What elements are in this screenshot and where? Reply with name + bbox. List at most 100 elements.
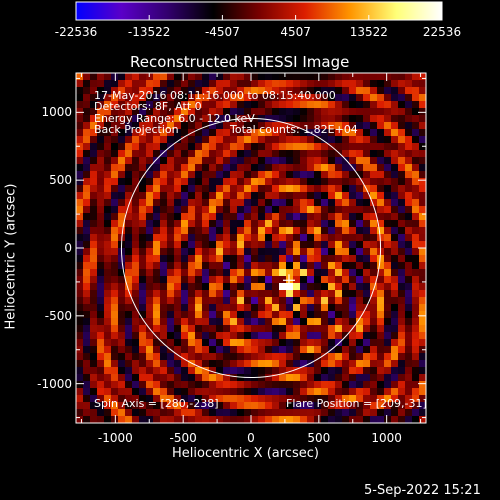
- heatmap-cell: [153, 227, 161, 235]
- heatmap-cell: [90, 360, 98, 368]
- heatmap-cell: [300, 185, 308, 193]
- heatmap-cell: [342, 143, 350, 151]
- heatmap-cell: [328, 255, 336, 263]
- colorbar-frame: [75, 1, 443, 21]
- heatmap-cell: [398, 101, 406, 109]
- heatmap-cell: [195, 171, 203, 179]
- heatmap-cell: [230, 346, 238, 354]
- heatmap-cell: [167, 388, 175, 396]
- heatmap-cell: [139, 192, 147, 200]
- heatmap-cell: [209, 213, 217, 221]
- heatmap-cell: [412, 157, 420, 165]
- heatmap-cell: [195, 122, 203, 130]
- heatmap-cell: [356, 185, 364, 193]
- heatmap-cell: [223, 94, 231, 102]
- heatmap-cell: [398, 416, 406, 423]
- heatmap-cell: [118, 157, 126, 165]
- heatmap-cell: [356, 269, 364, 277]
- heatmap-cell: [384, 402, 392, 410]
- heatmap-cell: [391, 213, 399, 221]
- heatmap-cell: [314, 409, 322, 417]
- heatmap-cell: [272, 353, 280, 361]
- heatmap-cell: [97, 73, 105, 81]
- heatmap-cell: [76, 94, 84, 102]
- heatmap-cell: [139, 318, 147, 326]
- heatmap-cell: [188, 220, 196, 228]
- heatmap-cell: [160, 108, 168, 116]
- heatmap-cell: [160, 80, 168, 88]
- heatmap-cell: [279, 80, 287, 88]
- heatmap-cell: [139, 353, 147, 361]
- heatmap-cell: [328, 178, 336, 186]
- heatmap-cell: [139, 220, 147, 228]
- heatmap-cell: [146, 213, 154, 221]
- heatmap-cell: [202, 290, 210, 298]
- heatmap-cell: [391, 262, 399, 270]
- heatmap-cell: [195, 353, 203, 361]
- heatmap-cell: [209, 185, 217, 193]
- heatmap-cell: [139, 290, 147, 298]
- heatmap-cell: [391, 206, 399, 214]
- heatmap-cell: [230, 388, 238, 396]
- heatmap-cell: [132, 199, 140, 207]
- heatmap-cell: [307, 248, 315, 256]
- heatmap-cell: [111, 374, 119, 382]
- heatmap-cell: [398, 395, 406, 403]
- heatmap-cell: [384, 206, 392, 214]
- heatmap-cell: [398, 206, 406, 214]
- heatmap-cell: [370, 157, 378, 165]
- heatmap-cell: [314, 192, 322, 200]
- heatmap-cell: [76, 206, 84, 214]
- heatmap-cell: [195, 136, 203, 144]
- heatmap-cell: [384, 164, 392, 172]
- heatmap-cell: [181, 353, 189, 361]
- heatmap-cell: [321, 283, 329, 291]
- heatmap-cell: [181, 101, 189, 109]
- heatmap-cell: [384, 234, 392, 242]
- heatmap-cell: [405, 416, 413, 423]
- heatmap-cell: [195, 262, 203, 270]
- heatmap-cell: [405, 374, 413, 382]
- heatmap-cell: [160, 290, 168, 298]
- heatmap-cell: [377, 101, 385, 109]
- heatmap-cell: [237, 332, 245, 340]
- heatmap-cell: [293, 122, 301, 130]
- heatmap-cell: [419, 269, 426, 277]
- heatmap-cell: [349, 353, 357, 361]
- heatmap-cell: [307, 87, 315, 95]
- heatmap-cell: [223, 367, 231, 375]
- heatmap-cell: [405, 199, 413, 207]
- heatmap-cell: [370, 416, 378, 423]
- heatmap-cell: [209, 129, 217, 137]
- heatmap-cell: [111, 339, 119, 347]
- heatmap-cell: [139, 416, 147, 423]
- heatmap-cell: [321, 262, 329, 270]
- heatmap-cell: [307, 73, 315, 81]
- heatmap-cell: [195, 157, 203, 165]
- heatmap-cell: [321, 206, 329, 214]
- heatmap-cell: [97, 157, 105, 165]
- heatmap-cell: [356, 360, 364, 368]
- heatmap-cell: [97, 353, 105, 361]
- heatmap-cell: [272, 157, 280, 165]
- heatmap-cell: [419, 402, 426, 410]
- heatmap-cell: [195, 206, 203, 214]
- heatmap-cell: [244, 332, 252, 340]
- heatmap-cell: [174, 395, 182, 403]
- heatmap-cell: [216, 346, 224, 354]
- heatmap-cell: [412, 325, 420, 333]
- heatmap-cell: [349, 262, 357, 270]
- heatmap-cell: [293, 157, 301, 165]
- heatmap-cell: [209, 192, 217, 200]
- heatmap-cell: [412, 87, 420, 95]
- heatmap-cell: [349, 87, 357, 95]
- heatmap-cell: [223, 332, 231, 340]
- heatmap-cell: [146, 136, 154, 144]
- heatmap-cell: [216, 101, 224, 109]
- heatmap-cell: [377, 339, 385, 347]
- heatmap-cell: [258, 262, 266, 270]
- heatmap-cell: [279, 220, 287, 228]
- heatmap-cell: [412, 80, 420, 88]
- heatmap-cell: [342, 262, 350, 270]
- heatmap-cell: [160, 248, 168, 256]
